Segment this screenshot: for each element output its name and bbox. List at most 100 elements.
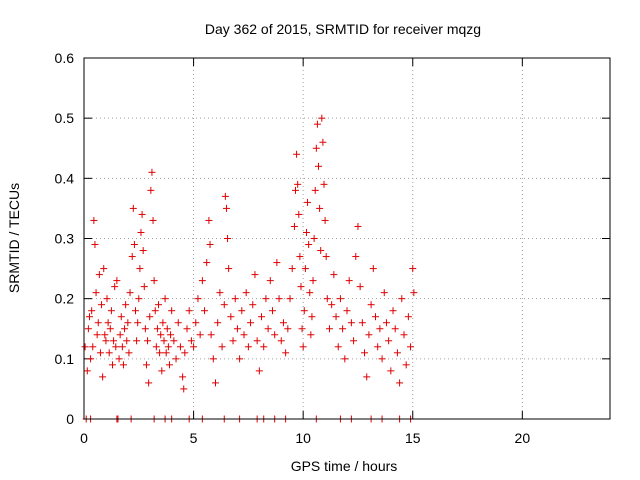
- data-point: [330, 271, 338, 279]
- data-point: [216, 289, 224, 297]
- data-point: [334, 343, 342, 351]
- plot-frame: [83, 57, 611, 420]
- data-point: [81, 343, 89, 351]
- data-point: [163, 325, 171, 333]
- data-point: [299, 343, 307, 351]
- data-point: [301, 265, 309, 273]
- data-point: [311, 186, 319, 194]
- data-point: [374, 343, 382, 351]
- data-point: [400, 331, 408, 339]
- data-point: [136, 265, 144, 273]
- data-point: [159, 319, 167, 327]
- data-point: [233, 325, 241, 333]
- data-point: [137, 228, 145, 236]
- data-point: [179, 373, 187, 381]
- data-point: [290, 222, 298, 230]
- data-point: [170, 337, 178, 345]
- data-point: [165, 361, 173, 369]
- x-tick-label: 15: [405, 430, 421, 446]
- data-point: [85, 313, 93, 321]
- data-point: [352, 253, 360, 261]
- data-point: [325, 325, 333, 333]
- data-point: [160, 337, 168, 345]
- data-point: [298, 325, 306, 333]
- data-point: [149, 216, 157, 224]
- data-point: [168, 307, 176, 315]
- y-tick-label: 0.3: [55, 231, 75, 247]
- data-point: [369, 265, 377, 273]
- data-point: [138, 210, 146, 218]
- data-point: [190, 343, 198, 351]
- data-point: [356, 283, 364, 291]
- data-point: [115, 355, 123, 363]
- data-point: [112, 343, 120, 351]
- data-point: [180, 385, 188, 393]
- data-point: [146, 313, 154, 321]
- data-point: [407, 343, 415, 351]
- data-point: [102, 337, 110, 345]
- data-point: [212, 379, 219, 387]
- data-point: [294, 180, 302, 188]
- data-point: [152, 343, 160, 351]
- data-point: [391, 325, 399, 333]
- data-point: [205, 216, 213, 224]
- data-point: [187, 337, 195, 345]
- data-point: [398, 295, 406, 303]
- data-point: [194, 295, 202, 303]
- data-point: [251, 271, 259, 279]
- data-point: [124, 319, 132, 327]
- data-point: [273, 259, 281, 267]
- data-point: [279, 319, 287, 327]
- data-point: [354, 222, 362, 230]
- data-point: [404, 313, 412, 321]
- data-point: [103, 295, 111, 303]
- data-point: [293, 150, 301, 158]
- data-point: [90, 216, 98, 224]
- data-point: [317, 247, 325, 255]
- data-point: [104, 319, 112, 327]
- data-point: [409, 265, 417, 273]
- data-point: [123, 337, 131, 345]
- data-point: [148, 168, 156, 176]
- data-point: [306, 289, 314, 297]
- data-point: [220, 301, 228, 309]
- data-point: [253, 337, 261, 345]
- data-point: [107, 307, 115, 315]
- data-point: [110, 337, 118, 345]
- data-point: [308, 313, 316, 321]
- data-point: [347, 319, 355, 327]
- data-point: [296, 253, 304, 261]
- data-point: [111, 283, 119, 291]
- data-point: [183, 325, 191, 333]
- data-point: [140, 283, 148, 291]
- data-point: [222, 204, 230, 212]
- data-point: [134, 319, 142, 327]
- grid-lines: [84, 58, 610, 419]
- data-point: [218, 343, 226, 351]
- data-point: [336, 295, 344, 303]
- data-point: [305, 241, 313, 249]
- data-point: [164, 343, 172, 351]
- data-point: [84, 325, 92, 333]
- data-point: [145, 379, 153, 387]
- data-point: [135, 295, 143, 303]
- data-point: [198, 277, 206, 285]
- data-point: [106, 325, 114, 333]
- data-point: [291, 186, 299, 194]
- data-point: [225, 265, 233, 273]
- data-points: [81, 114, 418, 423]
- data-point: [89, 343, 97, 351]
- data-point: [288, 265, 296, 273]
- data-point: [121, 325, 129, 333]
- data-point: [141, 325, 149, 333]
- data-point: [297, 283, 305, 291]
- data-point: [371, 313, 379, 321]
- data-point: [396, 379, 404, 387]
- data-point: [332, 313, 340, 321]
- data-point: [150, 277, 158, 285]
- data-point: [316, 204, 324, 212]
- data-point: [221, 192, 229, 200]
- data-point: [119, 361, 127, 369]
- data-point: [361, 349, 369, 357]
